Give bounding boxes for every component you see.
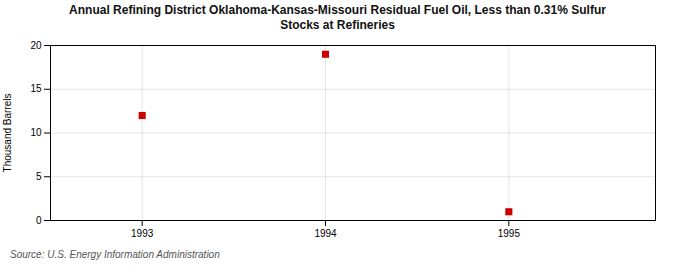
- svg-text:1993: 1993: [131, 228, 154, 239]
- svg-text:0: 0: [36, 215, 42, 226]
- svg-text:5: 5: [36, 171, 42, 182]
- svg-text:20: 20: [30, 40, 42, 51]
- svg-text:10: 10: [30, 127, 42, 138]
- svg-text:1994: 1994: [314, 228, 337, 239]
- svg-text:1995: 1995: [498, 228, 521, 239]
- svg-text:15: 15: [30, 83, 42, 94]
- html-text:Annual Refining District Oklah: Annual Refining District Oklahoma-Kansas…: [69, 3, 606, 32]
- html-text:Source: U.S. Energy Informatio: Source: U.S. Energy Information Administ…: [10, 249, 220, 260]
- svg-text:Thousand Barrels: Thousand Barrels: [2, 94, 13, 173]
